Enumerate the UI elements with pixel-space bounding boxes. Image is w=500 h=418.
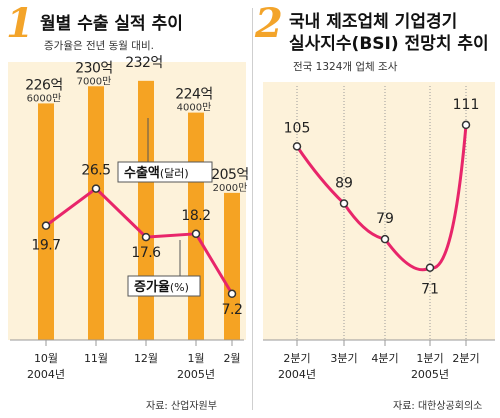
x-tick-label-0: 10월 — [34, 352, 58, 365]
growth-label-0: 19.7 — [31, 238, 60, 254]
x-tick-label-4: 2월 — [223, 352, 240, 365]
bsi-point-2 — [380, 234, 390, 244]
bar-sublabel-3: 4000만 — [177, 102, 212, 114]
panel1-source: 자료: 산업자원부 — [146, 401, 217, 412]
bar-1 — [88, 86, 104, 340]
panel1-subtitle: 증가율은 전년 동월 대비. — [44, 40, 154, 52]
bar-label-4: 205억 — [211, 167, 249, 183]
chart-bsi-outlook: 2분기 3분기 4분기 1분기 2분기 2004년 2005년 105 89 79 71 111 — [263, 86, 495, 381]
bsi-label-1: 89 — [335, 175, 353, 191]
bar-sublabel-0: 6000만 — [27, 92, 62, 104]
x-tick-label-3: 1분기 — [416, 352, 443, 365]
growth-point-1 — [91, 184, 101, 193]
growth-point-0 — [41, 221, 51, 230]
growth-point-3 — [191, 229, 201, 239]
bsi-point-3 — [425, 263, 435, 272]
bar-label-2: 232억 — [125, 55, 163, 71]
bar-4 — [224, 192, 240, 340]
year-label-0: 2004년 — [278, 368, 316, 381]
panel1-number: 1 — [6, 0, 34, 47]
legend-line-label: 증가율(%) — [134, 279, 189, 295]
panel-divider — [252, 8, 253, 410]
panel1-title: 월별 수출 실적 추이 — [40, 14, 183, 34]
panel2-subtitle: 전국 1324개 업체 조사 — [293, 61, 398, 73]
bsi-point-4 — [461, 120, 471, 130]
legend-line-box — [127, 275, 201, 297]
bar-label-0: 226억 — [25, 77, 63, 93]
bar-3 — [188, 112, 204, 340]
bsi-point-1 — [339, 199, 349, 208]
year-label-1: 2005년 — [177, 368, 215, 381]
bsi-label-2: 79 — [376, 211, 394, 227]
panel2-title-line1: 국내 제조업체 기업경기 — [289, 12, 458, 32]
growth-point-2 — [141, 232, 151, 242]
x-tick-label-3: 1월 — [187, 352, 204, 365]
bsi-label-0: 105 — [284, 120, 311, 136]
bar-2 — [138, 80, 154, 340]
bar-label-3: 224억 — [175, 87, 213, 103]
growth-label-1: 26.5 — [81, 163, 110, 179]
bsi-label-4: 111 — [453, 97, 480, 113]
growth-point-4 — [227, 289, 237, 299]
x-tick-label-2: 12월 — [134, 352, 158, 365]
bar-label-1: 230억 — [75, 60, 113, 76]
legend-bar-label: 수출액(달러) — [124, 165, 189, 181]
legend-bar-box — [117, 161, 213, 183]
panel2-source: 자료: 대한상공회의소 — [393, 401, 483, 412]
x-tick-label-2: 4분기 — [371, 352, 398, 365]
bsi-label-3: 71 — [421, 282, 439, 298]
growth-label-4: 7.2 — [222, 302, 243, 318]
growth-label-3: 18.2 — [181, 208, 210, 224]
bsi-line — [295, 124, 468, 272]
x-tick-label-1: 3분기 — [330, 352, 357, 365]
x-tick-label-0: 2분기 — [283, 352, 310, 365]
growth-label-2: 17.6 — [131, 245, 161, 261]
bar-sublabel-4: 2000만 — [213, 182, 248, 194]
bar-sublabel-1: 7000만 — [77, 75, 112, 87]
year-label-1: 2005년 — [411, 368, 449, 381]
bsi-point-0 — [292, 142, 302, 151]
x-tick-label-4: 2분기 — [452, 352, 479, 365]
x-tick-label-1: 11월 — [84, 352, 108, 365]
panel2-title-line2: 실사지수(BSI) 전망치 추이 — [289, 34, 489, 54]
panel2-number: 2 — [255, 0, 283, 47]
year-label-0: 2004년 — [27, 368, 65, 381]
